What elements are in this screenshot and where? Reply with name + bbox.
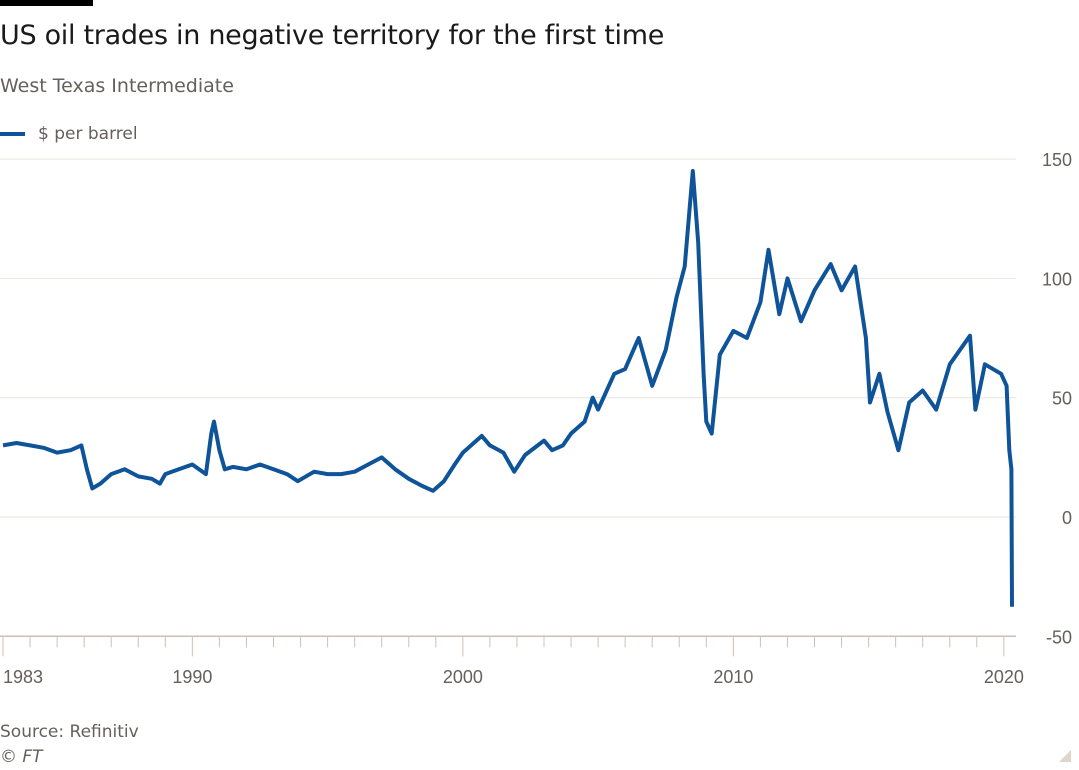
resize-corner-icon [1059, 750, 1071, 762]
x-tick-label: 2010 [713, 667, 753, 687]
source-note: Source: Refinitiv [0, 722, 139, 742]
y-tick-label: 0 [1062, 508, 1072, 528]
y-tick-label: 100 [1042, 269, 1072, 289]
chart-title: US oil trades in negative territory for … [0, 20, 665, 51]
chart-plot: 150 100 50 0 -50 1983 1990 2000 2010 2020 [0, 150, 1072, 687]
ft-credit: © FT [0, 747, 43, 767]
y-tick-label: 150 [1042, 150, 1072, 170]
legend: $ per barrel [0, 124, 138, 144]
x-tick-label: 1990 [172, 667, 212, 687]
legend-swatch [0, 132, 25, 136]
ft-brand-bar [0, 0, 93, 6]
x-tick-label: 1983 [3, 667, 43, 687]
x-tick-label: 2020 [984, 667, 1024, 687]
y-tick-label: 50 [1052, 389, 1072, 409]
y-tick-label: -50 [1046, 627, 1072, 647]
x-tick-label: 2000 [443, 667, 483, 687]
legend-label: $ per barrel [38, 124, 138, 144]
series-line-wti [2, 169, 1014, 607]
chart-subtitle: West Texas Intermediate [0, 75, 234, 97]
